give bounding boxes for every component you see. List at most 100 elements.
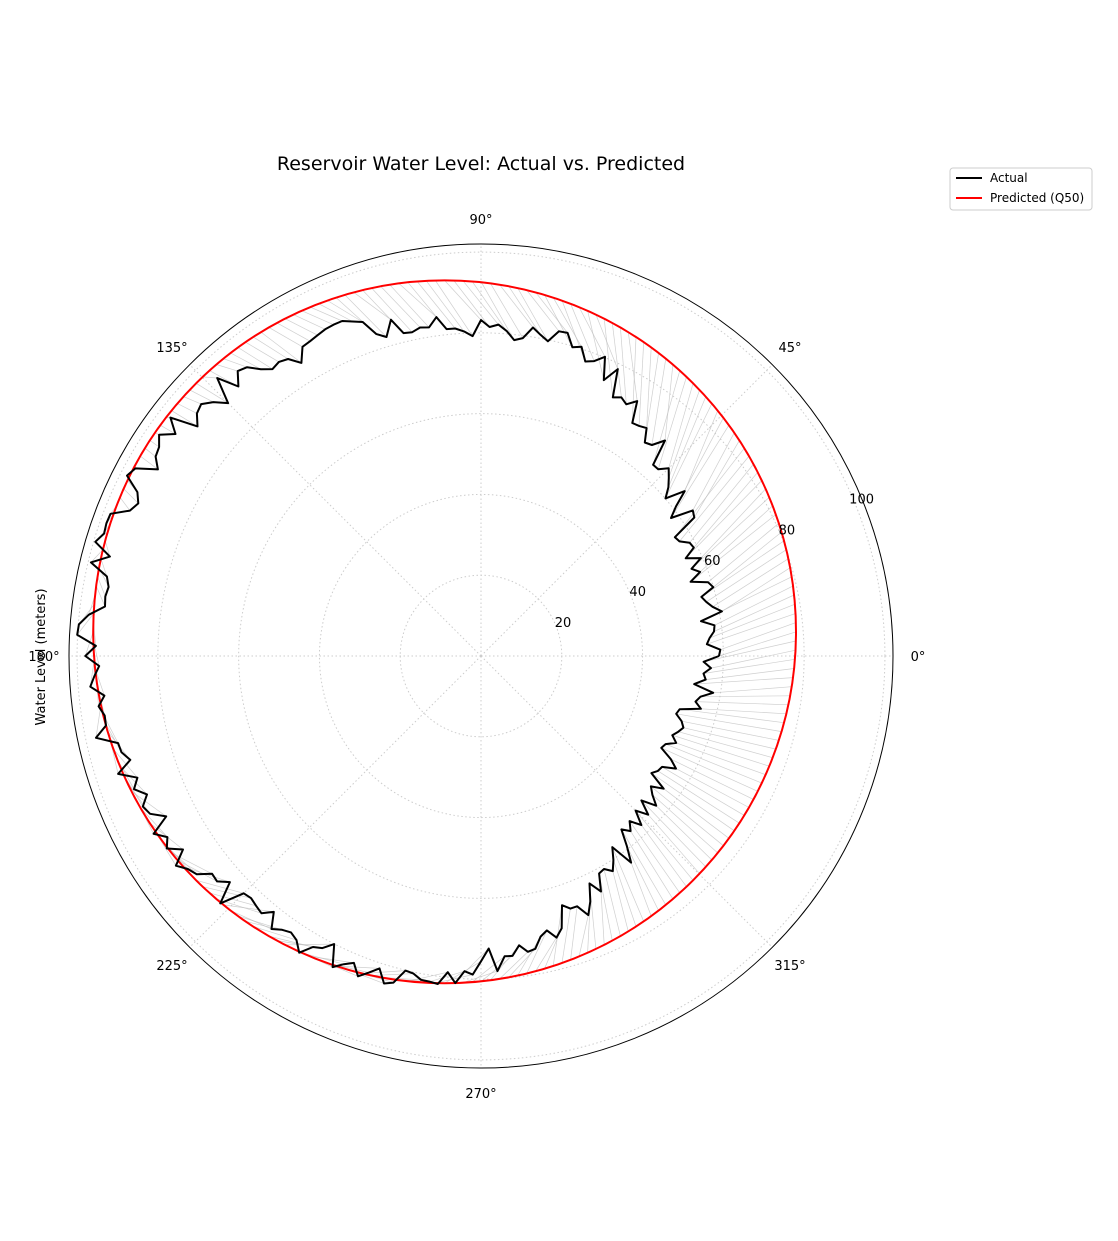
band-segment bbox=[535, 937, 557, 972]
band-segment bbox=[416, 281, 456, 329]
band-segment bbox=[713, 686, 792, 694]
band-segment bbox=[620, 327, 627, 405]
band-segment bbox=[613, 859, 637, 927]
band-segment bbox=[177, 859, 218, 882]
band-segment bbox=[561, 908, 571, 964]
band-segment bbox=[196, 879, 244, 894]
band-segment bbox=[587, 310, 605, 381]
band-segment bbox=[670, 758, 754, 800]
y-axis-label: Water Level (meters) bbox=[34, 588, 49, 725]
band-segment bbox=[700, 708, 787, 715]
band-segment bbox=[641, 800, 707, 868]
band-segment bbox=[630, 862, 652, 917]
band-segment bbox=[119, 765, 148, 795]
band-segment bbox=[692, 432, 735, 511]
band-segment bbox=[237, 347, 273, 370]
band-segment bbox=[149, 440, 160, 448]
band-segment bbox=[650, 786, 724, 846]
band-segment bbox=[183, 396, 202, 405]
band-segment bbox=[435, 974, 473, 984]
band-segment bbox=[171, 852, 213, 875]
band-segment bbox=[664, 364, 674, 441]
legend-predicted-label: Predicted (Q50) bbox=[990, 191, 1084, 205]
grid-circle-40 bbox=[318, 493, 644, 819]
band-segment bbox=[638, 342, 645, 426]
band-segment bbox=[672, 734, 770, 767]
band-segment bbox=[310, 306, 343, 322]
band-segment bbox=[703, 640, 796, 663]
band-segment bbox=[223, 904, 274, 913]
band-segment bbox=[570, 906, 578, 960]
band-segment bbox=[612, 871, 629, 932]
band-segment bbox=[674, 447, 745, 538]
band-segment bbox=[668, 383, 694, 469]
band-segment bbox=[709, 603, 796, 639]
band-segment bbox=[641, 824, 687, 887]
band-segment bbox=[678, 731, 773, 759]
grid-spoke-135 bbox=[189, 364, 482, 657]
band-segment bbox=[318, 303, 353, 322]
band-segment bbox=[693, 440, 740, 518]
band-segment bbox=[209, 892, 257, 907]
band-segment bbox=[690, 514, 777, 583]
band-segment bbox=[578, 915, 589, 957]
band-segment bbox=[353, 292, 392, 320]
band-segment bbox=[230, 352, 262, 370]
band-segment bbox=[652, 370, 681, 465]
band-segment bbox=[700, 695, 791, 698]
band-segment bbox=[462, 280, 499, 325]
band-segment bbox=[691, 497, 770, 570]
band-segment bbox=[679, 455, 750, 542]
band-segment bbox=[657, 376, 687, 470]
band-segment bbox=[123, 488, 139, 504]
band-segment bbox=[670, 425, 730, 519]
band-segment bbox=[676, 713, 782, 732]
band-segment bbox=[700, 488, 766, 559]
band-segment bbox=[76, 613, 94, 636]
band-segment bbox=[611, 846, 645, 922]
band-segment bbox=[389, 284, 430, 328]
angle-tick-label: 45° bbox=[778, 341, 801, 356]
band-segment bbox=[371, 973, 414, 976]
band-segment bbox=[699, 505, 773, 573]
angle-tick-label: 0° bbox=[911, 650, 926, 665]
band-segment bbox=[293, 314, 326, 330]
legend: Actual Predicted (Q50) bbox=[949, 167, 1093, 211]
band-segment bbox=[630, 830, 674, 900]
band-segment bbox=[140, 455, 159, 470]
band-segment bbox=[526, 289, 560, 332]
band-segment bbox=[499, 951, 529, 980]
band-segment bbox=[140, 807, 168, 838]
band-segment bbox=[144, 447, 156, 457]
band-segment bbox=[701, 540, 785, 598]
predicted-line bbox=[92, 279, 797, 985]
band-segment bbox=[490, 283, 524, 339]
band-segment bbox=[685, 480, 763, 559]
radial-tick-label: 80 bbox=[779, 523, 796, 538]
grid-spoke-225 bbox=[189, 655, 482, 948]
band-segment bbox=[202, 376, 218, 379]
angle-tick-label: 315° bbox=[774, 959, 805, 974]
band-segment bbox=[336, 965, 380, 969]
band-segment bbox=[535, 292, 568, 334]
band-segment bbox=[177, 403, 198, 414]
grid-circle-100 bbox=[76, 251, 886, 1061]
grid-spoke-315 bbox=[480, 655, 773, 948]
band-segment bbox=[713, 531, 782, 588]
grid-circle-80 bbox=[157, 332, 805, 980]
band-segment bbox=[647, 814, 700, 874]
band-segment bbox=[301, 310, 334, 326]
band-segment bbox=[84, 631, 94, 657]
band-segment bbox=[712, 558, 789, 608]
angle-tick-label: 270° bbox=[465, 1087, 496, 1102]
band-segment bbox=[683, 727, 776, 750]
band-segment bbox=[663, 788, 730, 839]
band-segment bbox=[202, 886, 252, 899]
band-segment bbox=[695, 701, 789, 706]
band-segment bbox=[655, 805, 713, 861]
band-segment bbox=[253, 336, 289, 360]
band-segment bbox=[398, 283, 437, 318]
band-segment bbox=[603, 318, 614, 398]
band-segment bbox=[90, 549, 104, 563]
